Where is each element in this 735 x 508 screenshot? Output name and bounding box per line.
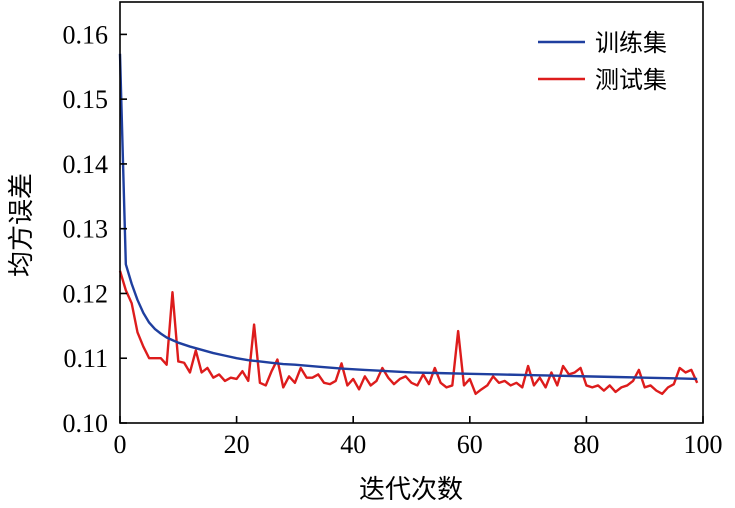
series-layer — [118, 53, 699, 396]
y-tick-label: 0.15 — [63, 85, 109, 114]
x-tick-label: 40 — [340, 430, 366, 459]
x-tick-label: 80 — [573, 430, 599, 459]
y-axis-label: 均方误差 — [7, 173, 37, 277]
y-tick-label: 0.14 — [63, 150, 109, 179]
x-tick-label: 20 — [224, 430, 250, 459]
series-line-2 — [118, 270, 699, 396]
x-tick-label: 100 — [684, 430, 723, 459]
ticks-layer: 0 20 40 60 80 100 0.10 0.11 0.12 0.13 0.14 0.15 0.16 — [63, 20, 723, 459]
y-tick-label: 0.12 — [63, 279, 109, 308]
series-line-1 — [118, 53, 698, 381]
y-tick-label: 0.13 — [63, 215, 109, 244]
x-tick-label: 0 — [114, 430, 127, 459]
legend-label-1: 训练集 — [595, 29, 667, 57]
y-tick-label: 0.11 — [63, 344, 108, 373]
x-axis-label: 迭代次数 — [359, 475, 463, 505]
y-tick-label: 0.10 — [63, 409, 109, 438]
legend-label-2: 测试集 — [595, 66, 667, 94]
plot-frame — [119, 1, 704, 424]
x-tick-label: 60 — [457, 430, 483, 459]
y-tick-label: 0.16 — [63, 20, 109, 49]
